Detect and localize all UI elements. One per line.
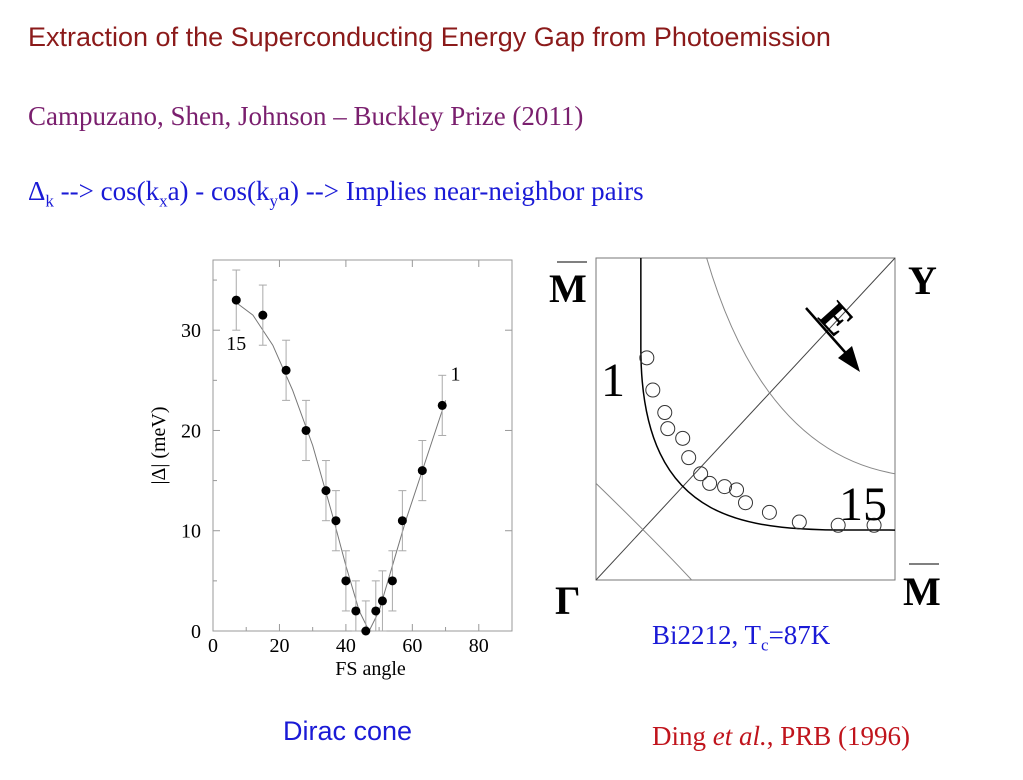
data-point (377, 596, 387, 606)
formula-sub-x: x (159, 191, 168, 211)
data-point (417, 466, 427, 476)
fs-marker (702, 475, 718, 491)
y-axis-label: |Δ| (meV) (148, 406, 170, 484)
formula-delta: Δ (28, 176, 46, 206)
y-tick-label: 30 (181, 320, 201, 342)
data-point (361, 626, 371, 636)
data-point (341, 576, 351, 586)
m-top-label: M (549, 266, 587, 311)
data-point (351, 606, 361, 616)
inner-arc (595, 483, 693, 581)
sample-part-1: Bi2212, T (652, 620, 762, 650)
x-tick-label: 40 (336, 635, 356, 657)
fs-marker (675, 430, 691, 446)
y-corner-label: Y (908, 258, 937, 303)
sample-part-2: =87K (768, 620, 831, 650)
x-tick-label: 0 (208, 635, 218, 657)
sample-caption: Bi2212, Tc=87K (652, 620, 830, 655)
fs-marker (717, 479, 733, 495)
formula-part-3: a) --> Implies near-neighbor pairs (278, 176, 644, 206)
fs-marker (657, 405, 673, 421)
outer-arc (706, 257, 896, 475)
m-bottom-label: M (903, 569, 941, 614)
formula-sub-y: y (269, 191, 279, 211)
fs-marker (681, 450, 697, 466)
x-axis-label: FS angle (335, 658, 406, 680)
data-point (331, 516, 341, 526)
label-fifteen: 15 (839, 478, 887, 531)
data-point (281, 365, 291, 375)
gamma-label: Γ (555, 578, 580, 623)
fs-marker (830, 517, 846, 533)
data-point (301, 425, 311, 435)
fs-marker (729, 482, 745, 498)
citation-etal: et al. (712, 721, 767, 751)
diagonal-line (595, 257, 896, 581)
fs-marker (866, 517, 882, 533)
label-one: 1 (601, 354, 625, 407)
x-tick-label: 20 (269, 635, 289, 657)
citation: Ding et al., PRB (1996) (652, 721, 910, 752)
sample-sub: c (761, 635, 769, 655)
y-tick-label: 20 (181, 420, 201, 442)
formula-part-1: --> cos(k (53, 176, 160, 206)
data-point (387, 576, 397, 586)
slide-subtitle: Campuzano, Shen, Johnson – Buckley Prize… (28, 101, 584, 131)
fs-marker (693, 466, 709, 482)
slide-title: Extraction of the Superconducting Energy… (28, 22, 831, 52)
data-point (437, 400, 447, 410)
data-point (321, 486, 331, 496)
e-arrow-head (838, 346, 860, 372)
data-point (397, 516, 407, 526)
fs-marker (738, 495, 753, 511)
point-annotation: 15 (226, 333, 246, 355)
y-tick-label: 0 (191, 621, 201, 643)
fs-marker (791, 514, 807, 530)
y-tick-label: 10 (181, 521, 201, 543)
fs-marker (660, 421, 676, 437)
data-point (258, 310, 268, 320)
dirac-cone-caption: Dirac cone (283, 716, 413, 746)
gap-formula: Δk --> cos(kxa) - cos(kya) --> Implies n… (28, 176, 644, 211)
data-point (231, 295, 241, 305)
x-tick-label: 80 (469, 635, 489, 657)
fs-marker (645, 382, 661, 398)
x-tick-label: 60 (402, 635, 422, 657)
formula-part-2: a) - cos(k (167, 176, 270, 206)
point-annotation: 1 (451, 363, 461, 385)
e-arrow-line (805, 307, 853, 361)
zone-frame (595, 257, 896, 581)
fs-marker (639, 350, 655, 366)
data-point (371, 606, 381, 616)
citation-rest: , PRB (1996) (766, 721, 911, 751)
citation-author: Ding (652, 721, 713, 751)
formula-delta-sub: k (45, 191, 54, 211)
fs-marker (761, 504, 777, 520)
